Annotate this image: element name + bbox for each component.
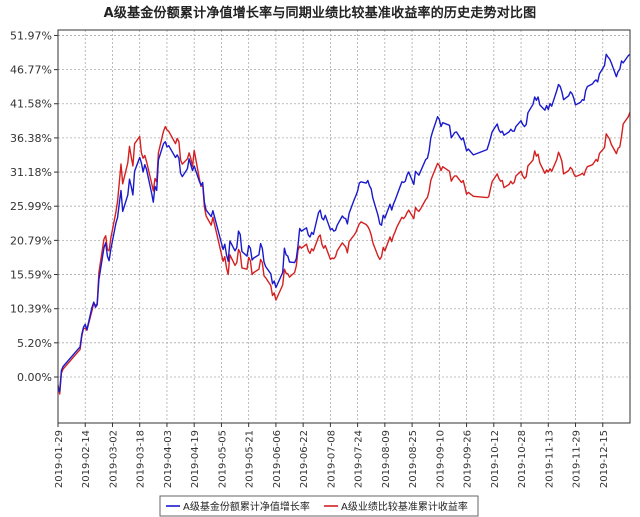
x-tick-label: 2019-08-25 [408, 430, 419, 488]
y-tick-label: 10.39% [10, 303, 52, 316]
y-tick-label: 20.79% [10, 234, 52, 247]
legend-box [159, 495, 479, 517]
grid [57, 30, 630, 423]
legend-item-fund-label: A级基金份额累计净值增长率 [183, 500, 310, 513]
y-tick-label: 46.77% [10, 64, 52, 77]
y-tick-label: 5.20% [17, 337, 52, 350]
x-tick-label: 2019-11-29 [572, 430, 583, 488]
x-tick-label: 2019-09-10 [435, 430, 446, 488]
series-lines [57, 53, 631, 395]
y-axis: 51.97% 46.77% 41.58% 36.38% 31.18% 25.99% 20.7… [10, 29, 58, 384]
x-tick-label: 2019-02-14 [81, 430, 92, 488]
x-tick-label: 2019-03-18 [136, 430, 147, 488]
x-tick-label: 2019-05-21 [245, 430, 256, 488]
x-tick-label: 2019-07-24 [354, 430, 365, 488]
y-tick-label: 51.97% [10, 29, 52, 42]
x-tick-label: 2019-05-05 [217, 430, 228, 488]
plot-frame [57, 29, 631, 424]
x-tick-label: 2019-11-13 [544, 430, 555, 488]
y-tick-label: 31.18% [10, 166, 52, 179]
y-tick-label: 25.99% [10, 200, 52, 213]
x-tick-label: 2019-03-02 [108, 430, 119, 488]
benchmark-return-line [57, 111, 631, 395]
x-tick-label: 2019-06-22 [299, 430, 310, 488]
legend: A级基金份额累计净值增长率 A级业绩比较基准累计收益率 [159, 495, 479, 517]
x-tick-label: 2019-12-15 [599, 430, 610, 488]
x-axis: 2019-01-29 2019-02-14 2019-03-02 2019-03-18… [54, 423, 610, 488]
x-tick-label: 2019-04-03 [163, 430, 174, 488]
fund-nav-growth-line [57, 53, 631, 393]
x-tick-label: 2019-01-29 [54, 430, 65, 488]
legend-item-benchmark-label: A级业绩比较基准累计收益率 [341, 500, 468, 513]
y-tick-label: 36.38% [10, 132, 52, 145]
x-tick-label: 2019-07-08 [326, 430, 337, 488]
x-tick-label: 2019-04-19 [190, 430, 201, 488]
y-tick-label: 0.00% [17, 371, 52, 384]
x-tick-label: 2019-10-28 [517, 430, 528, 488]
y-tick-label: 41.58% [10, 98, 52, 111]
x-tick-label: 2019-08-09 [381, 430, 392, 488]
chart-title: A级基金份额累计净值增长率与同期业绩比较基准收益率的历史走势对比图 [103, 6, 537, 21]
x-tick-label: 2019-10-12 [490, 430, 501, 488]
y-tick-label: 15.59% [10, 269, 52, 282]
x-tick-label: 2019-06-06 [272, 430, 283, 488]
x-tick-label: 2019-09-26 [463, 430, 474, 488]
